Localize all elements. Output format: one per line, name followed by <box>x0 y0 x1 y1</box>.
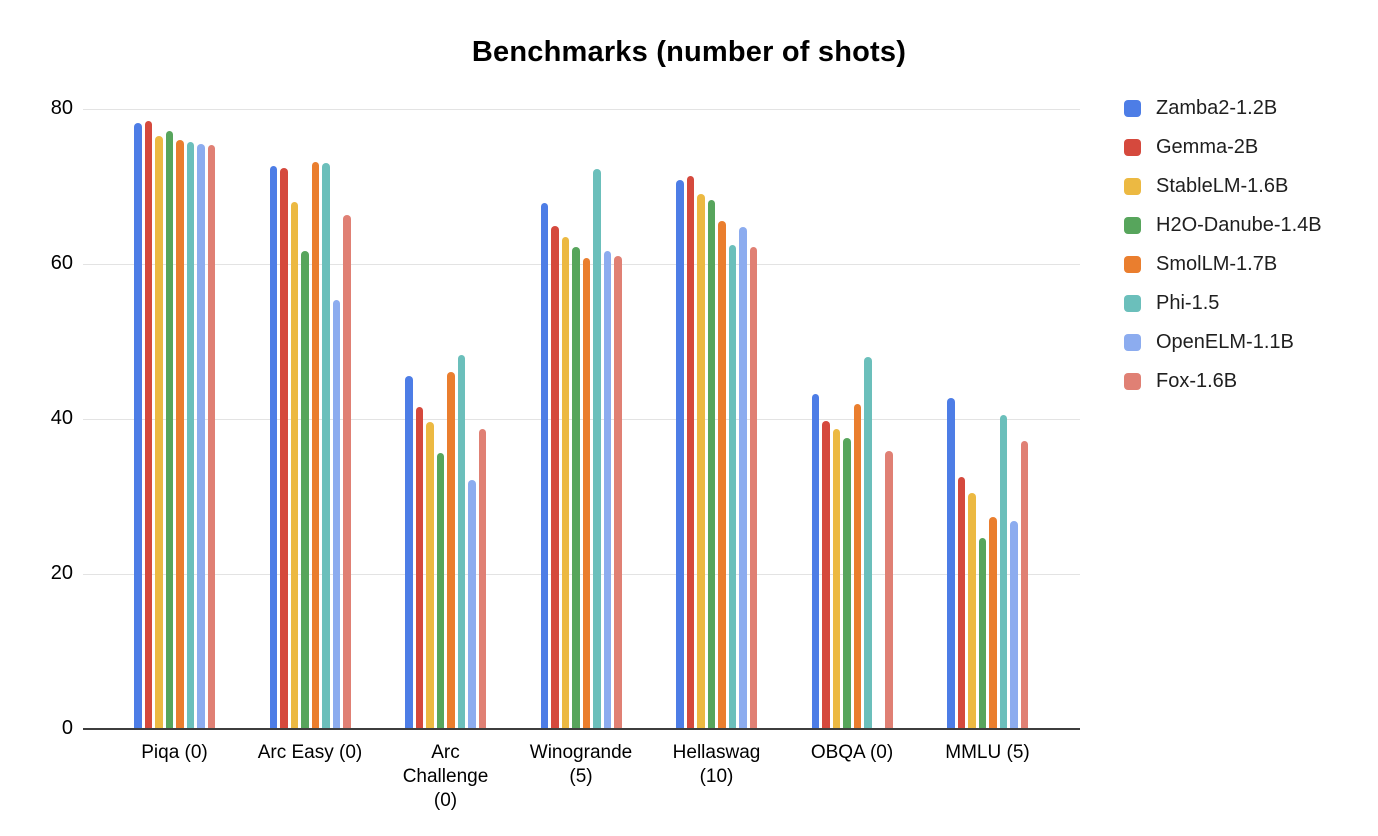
bar-stablelm-1-6b[interactable] <box>426 422 434 729</box>
legend-item[interactable]: SmolLM-1.7B <box>1124 253 1322 275</box>
bar-stablelm-1-6b[interactable] <box>697 194 705 729</box>
bar-stablelm-1-6b[interactable] <box>832 429 840 729</box>
y-axis-tick-label: 80 <box>50 97 73 119</box>
legend-swatch-icon <box>1124 295 1141 312</box>
bar-fox-1-6b[interactable] <box>614 256 622 729</box>
gridline <box>83 108 1080 110</box>
chart-title: Benchmarks (number of shots) <box>471 36 907 68</box>
bar-h2o-danube-1-4b[interactable] <box>436 453 444 729</box>
bar-smollm-1-7b[interactable] <box>176 140 184 729</box>
legend-label: H2O-Danube-1.4B <box>1156 214 1322 236</box>
legend-label: Fox-1.6B <box>1156 370 1238 392</box>
x-axis-category-label: Hellaswag (10) <box>672 742 761 787</box>
bar-gemma-2b[interactable] <box>686 176 694 729</box>
bar-stablelm-1-6b[interactable] <box>561 236 569 729</box>
x-axis-category-label: MMLU (5) <box>945 742 1030 763</box>
x-axis-category-label: Piqa (0) <box>141 742 208 763</box>
bar-smollm-1-7b[interactable] <box>311 161 319 729</box>
bar-phi-1-5[interactable] <box>728 245 736 729</box>
bar-h2o-danube-1-4b[interactable] <box>301 250 309 729</box>
legend-swatch-icon <box>1124 256 1141 273</box>
bar-gemma-2b[interactable] <box>280 167 288 729</box>
y-axis-tick-label: 40 <box>50 407 73 429</box>
bar-fox-1-6b[interactable] <box>478 429 486 729</box>
y-axis-tick-label: 20 <box>50 562 73 584</box>
bar-h2o-danube-1-4b[interactable] <box>843 438 851 729</box>
bar-smollm-1-7b[interactable] <box>447 371 455 729</box>
bar-phi-1-5[interactable] <box>322 163 330 729</box>
bar-smollm-1-7b[interactable] <box>718 220 726 729</box>
legend-label: Gemma-2B <box>1156 136 1259 158</box>
bar-zamba2-1-2b[interactable] <box>811 394 819 729</box>
legend-swatch-icon <box>1124 334 1141 351</box>
bar-fox-1-6b[interactable] <box>749 246 757 729</box>
y-axis-tick-label: 0 <box>61 717 73 739</box>
legend-swatch-icon <box>1124 100 1141 117</box>
bar-gemma-2b[interactable] <box>957 477 965 729</box>
bar-phi-1-5[interactable] <box>593 168 601 729</box>
bar-h2o-danube-1-4b[interactable] <box>572 246 580 729</box>
legend-item[interactable]: OpenELM-1.1B <box>1124 331 1322 353</box>
bar-fox-1-6b[interactable] <box>343 215 351 729</box>
bar-fox-1-6b[interactable] <box>1020 440 1028 729</box>
bar-zamba2-1-2b[interactable] <box>540 202 548 729</box>
bar-phi-1-5[interactable] <box>186 141 194 729</box>
x-axis-category-label: Winogrande (5) <box>529 742 633 787</box>
bar-phi-1-5[interactable] <box>457 355 465 729</box>
bar-h2o-danube-1-4b[interactable] <box>978 538 986 729</box>
x-axis-category-label: OBQA (0) <box>810 742 894 763</box>
legend-item[interactable]: StableLM-1.6B <box>1124 175 1322 197</box>
x-axis-category-label: Arc Easy (0) <box>257 742 363 763</box>
legend-swatch-icon <box>1124 217 1141 234</box>
bar-gemma-2b[interactable] <box>822 421 830 729</box>
legend-item[interactable]: H2O-Danube-1.4B <box>1124 214 1322 236</box>
bar-stablelm-1-6b[interactable] <box>290 202 298 729</box>
legend-item[interactable]: Phi-1.5 <box>1124 292 1322 314</box>
bar-openelm-1-1b[interactable] <box>739 226 747 729</box>
bar-stablelm-1-6b[interactable] <box>155 136 163 729</box>
legend-label: OpenELM-1.1B <box>1156 331 1294 353</box>
bar-gemma-2b[interactable] <box>551 226 559 729</box>
bar-openelm-1-1b[interactable] <box>1010 521 1018 729</box>
bar-openelm-1-1b[interactable] <box>197 143 205 729</box>
bar-openelm-1-1b[interactable] <box>332 299 340 729</box>
legend-item[interactable]: Zamba2-1.2B <box>1124 97 1322 119</box>
bar-smollm-1-7b[interactable] <box>853 403 861 729</box>
bar-openelm-1-1b[interactable] <box>603 250 611 729</box>
bar-stablelm-1-6b[interactable] <box>968 493 976 729</box>
y-axis-tick-label: 60 <box>50 252 73 274</box>
bar-zamba2-1-2b[interactable] <box>405 376 413 729</box>
bar-smollm-1-7b[interactable] <box>582 257 590 729</box>
legend-item[interactable]: Fox-1.6B <box>1124 370 1322 392</box>
bar-fox-1-6b[interactable] <box>885 450 893 729</box>
legend-swatch-icon <box>1124 139 1141 156</box>
bar-zamba2-1-2b[interactable] <box>134 122 142 729</box>
bar-fox-1-6b[interactable] <box>207 144 215 729</box>
bar-gemma-2b[interactable] <box>415 407 423 729</box>
x-axis-category-label: Arc Challenge (0) <box>402 742 489 811</box>
legend: Zamba2-1.2B Gemma-2B StableLM-1.6B H2O-Danu… <box>1124 97 1322 412</box>
bar-phi-1-5[interactable] <box>999 415 1007 729</box>
legend-label: Phi-1.5 <box>1156 292 1220 314</box>
x-axis-baseline <box>83 728 1080 730</box>
legend-label: StableLM-1.6B <box>1156 175 1289 197</box>
bar-gemma-2b[interactable] <box>144 121 152 729</box>
gridline <box>83 263 1080 265</box>
bar-zamba2-1-2b[interactable] <box>269 166 277 729</box>
bar-phi-1-5[interactable] <box>864 357 872 729</box>
gridline <box>83 418 1080 420</box>
legend-swatch-icon <box>1124 373 1141 390</box>
bar-openelm-1-1b[interactable] <box>468 480 476 729</box>
bar-zamba2-1-2b[interactable] <box>676 180 684 729</box>
legend-label: SmolLM-1.7B <box>1156 253 1278 275</box>
bar-h2o-danube-1-4b[interactable] <box>707 199 715 729</box>
legend-label: Zamba2-1.2B <box>1156 97 1278 119</box>
bar-zamba2-1-2b[interactable] <box>947 398 955 729</box>
legend-item[interactable]: Gemma-2B <box>1124 136 1322 158</box>
legend-swatch-icon <box>1124 178 1141 195</box>
bar-smollm-1-7b[interactable] <box>989 516 997 729</box>
gridline <box>83 573 1080 575</box>
bar-h2o-danube-1-4b[interactable] <box>165 131 173 729</box>
